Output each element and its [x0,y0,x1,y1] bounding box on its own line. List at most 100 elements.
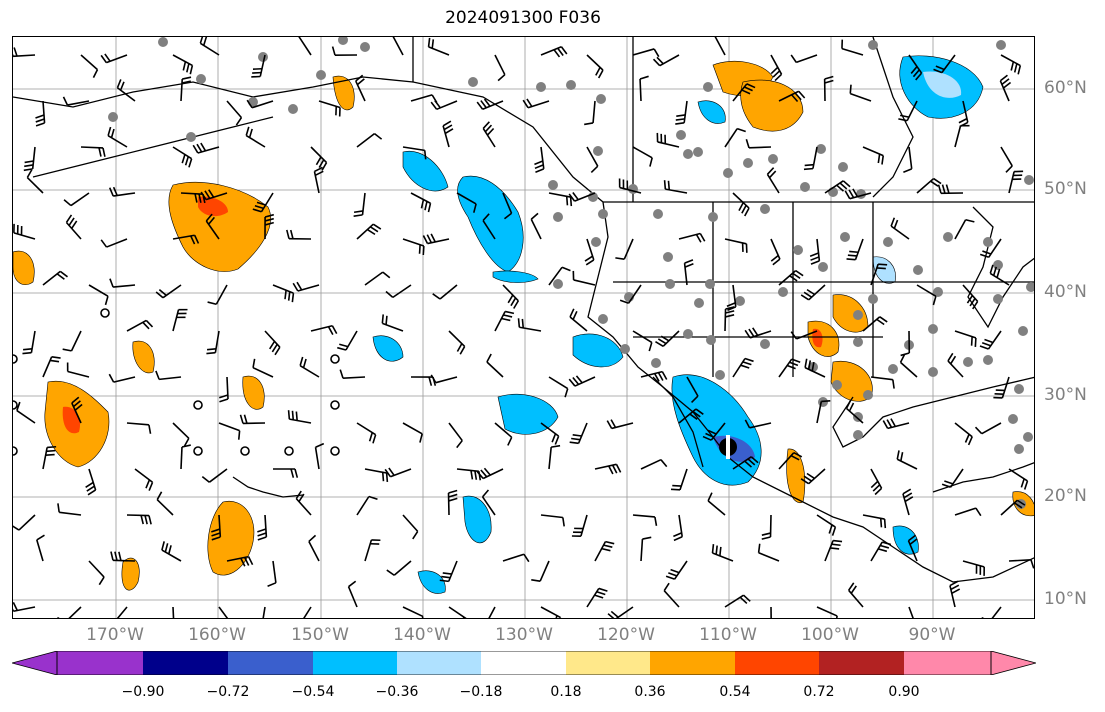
wind-barb-flag [474,470,478,480]
wind-barb-flag [298,493,305,503]
wind-barb-flag [611,464,618,474]
wind-barb-flag [292,282,299,292]
wind-barb [26,176,44,194]
wind-barb [67,370,90,378]
wind-barb-flag [486,353,492,363]
wind-barb-flag [665,575,675,580]
wind-barb-flag [551,444,561,448]
wind-barb-flag [878,263,888,266]
wind-barb-flag [207,216,215,225]
wind-barb-flag [501,317,511,322]
wind-barb-flag [35,122,45,127]
wind-barb-flag [557,47,564,56]
lon-label-160w: 160°W [188,625,246,645]
wind-barb [215,284,228,305]
wind-barb-flag [92,69,99,79]
wind-barb-flag [800,478,810,485]
wind-barb-flag [655,340,664,347]
wind-barb-flag [57,503,60,513]
wind-barb-flag [182,61,187,71]
wind-barb-flag [790,54,797,63]
lon-label-120w: 120°W [597,625,655,645]
map-panel[interactable] [12,36,1035,619]
wind-barb-flag [876,267,886,270]
wind-barb-flag [243,414,248,424]
wind-barb-flag [102,147,106,157]
wind-barb [954,125,962,148]
wind-barb-flag [667,180,671,190]
wind-barb-flag [254,205,264,210]
wind-barb-flag [584,122,594,126]
wind-barb-flag [935,65,945,71]
wind-barb-flag [900,352,910,357]
wind-barb-flag [418,244,421,254]
wind-barb-flag [738,202,744,211]
wind-barb [640,458,662,470]
wind-barb [402,146,425,152]
wind-barb-flag [196,143,203,153]
wind-barb-flag [205,213,213,222]
wind-barb-flag [423,150,427,160]
wind-barb-flag [295,490,302,500]
wind-barb-flag [933,177,942,185]
wind-barb [623,238,634,260]
wind-barb-flag [68,217,75,226]
wind-barb-flag [847,254,857,257]
wind-barb-flag [1030,559,1034,569]
wind-barb-flag [327,326,334,335]
wind-barb [113,376,136,383]
wind-barb-flag [610,610,619,618]
wind-barb-flag [23,168,33,172]
wind-barb-flag [1001,78,1010,86]
wind-barb-flag [424,201,428,211]
wind-barb-flag [522,99,529,109]
lat-label-60n: 60°N [1044,78,1087,98]
wind-barb-flag [945,184,950,194]
wind-barb-flag [999,74,1008,82]
wind-barb-flag [619,299,629,304]
wind-barb-flag [654,516,658,526]
wind-barb-flag [798,90,806,99]
wind-barb-flag [648,342,653,352]
wind-barb-flag [770,66,779,75]
wind-barb [303,606,312,618]
wind-barb-flag [448,493,458,498]
wind-barb-flag [23,348,33,351]
wind-barb [392,37,404,56]
wind-barb-flag [184,156,190,166]
wind-barb-flag [670,568,680,574]
wind-barb-flag [981,617,985,618]
wind-barb-flag [821,400,831,403]
wind-barb-flag [950,355,957,365]
wind-barb [402,606,424,618]
wind-barb-flag [744,329,751,339]
wind-barb [59,511,82,516]
wind-barb-flag [608,465,614,475]
wind-barb-flag [252,208,262,213]
wind-barb-flag [974,337,977,347]
wind-barb-flag [219,398,229,403]
wind-barb [748,146,772,149]
wind-barb [870,376,893,381]
wind-barb [251,100,274,109]
wind-barb-flag [290,468,295,478]
wind-barb-flag [264,221,274,226]
wind-barb-flag [13,47,18,57]
wind-barb-flag [483,467,491,476]
wind-barb-flag [715,545,718,555]
wind-barb-flag [427,37,431,47]
wind-barb-flag [594,594,604,599]
wind-barb-flag [992,266,998,276]
wind-barb-flag [807,360,812,370]
wind-barb [36,539,44,562]
wind-barb-flag [443,124,453,131]
wind-barb-flag [49,359,60,363]
wind-barb [456,192,477,205]
wind-barb-flag [883,518,887,529]
wind-barb-flag [979,253,989,259]
wind-barb [88,284,109,297]
wind-barb-flag [98,147,102,157]
wind-barb-flag [145,479,151,489]
wind-barb-flag [256,201,266,206]
wind-barb-flag [794,92,802,101]
